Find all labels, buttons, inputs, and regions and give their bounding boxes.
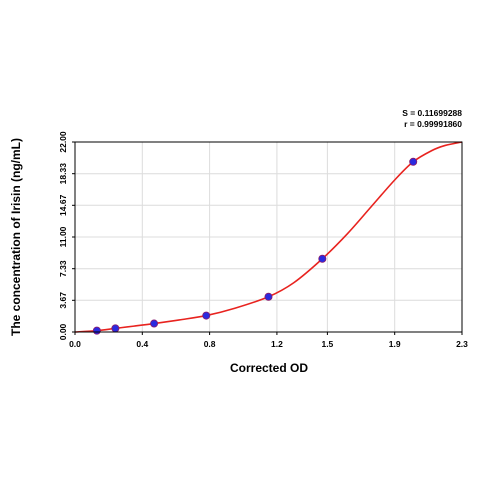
y-tick-label: 3.67 bbox=[58, 292, 68, 309]
x-tick-label: 0.0 bbox=[69, 339, 81, 349]
y-axis-ticks: 0.00 3.67 7.33 11.00 14.67 18.33 22.00 bbox=[58, 131, 75, 340]
data-point bbox=[264, 292, 273, 301]
x-axis-title: Corrected OD bbox=[230, 361, 308, 375]
x-tick-label: 1.5 bbox=[321, 339, 333, 349]
stat-s-label: S = 0.11699288 bbox=[402, 108, 462, 118]
data-point bbox=[92, 326, 101, 335]
x-tick-label: 1.9 bbox=[389, 339, 401, 349]
data-point bbox=[150, 319, 159, 328]
y-axis-title: The concentration of Irisin (ng/mL) bbox=[9, 138, 23, 336]
data-point bbox=[111, 324, 120, 333]
x-axis-ticks: 0.0 0.4 0.8 1.2 1.5 1.9 2.3 bbox=[69, 332, 468, 349]
x-tick-label: 1.2 bbox=[271, 339, 283, 349]
points-layer bbox=[92, 157, 418, 335]
y-tick-label: 0.00 bbox=[58, 323, 68, 340]
x-tick-label: 0.8 bbox=[204, 339, 216, 349]
data-point bbox=[318, 254, 327, 263]
y-tick-label: 18.33 bbox=[58, 163, 68, 185]
stat-r-label: r = 0.99991860 bbox=[404, 119, 462, 129]
y-tick-label: 22.00 bbox=[58, 131, 68, 153]
y-tick-label: 11.00 bbox=[58, 226, 68, 247]
y-tick-label: 7.33 bbox=[58, 260, 68, 277]
data-point bbox=[409, 157, 418, 166]
y-tick-label: 14.67 bbox=[58, 194, 68, 216]
data-point bbox=[202, 311, 211, 320]
x-tick-label: 0.4 bbox=[136, 339, 148, 349]
x-tick-label: 2.3 bbox=[456, 339, 468, 349]
